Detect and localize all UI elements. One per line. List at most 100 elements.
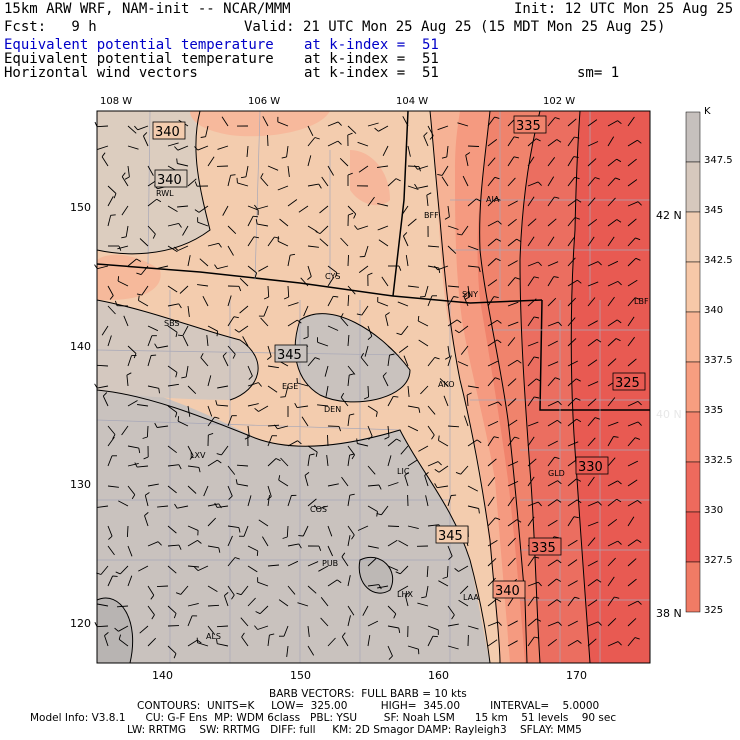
- wind-barb-flag: [434, 265, 439, 271]
- wind-barb: [399, 565, 409, 575]
- wind-barb: [627, 158, 637, 167]
- wind-barb-flag: [260, 173, 264, 178]
- wind-barb: [227, 525, 239, 529]
- wind-barb: [119, 565, 129, 575]
- wind-barb: [258, 519, 269, 527]
- wind-barb-flag: [496, 598, 502, 602]
- colorbar-label: 325: [704, 605, 723, 616]
- city-label: COS: [310, 505, 327, 514]
- colorbar-label: 330: [704, 505, 723, 516]
- wind-barb: [97, 505, 109, 508]
- wind-barb: [267, 385, 278, 393]
- wind-barb-flag: [637, 500, 642, 504]
- lon-label: 102 W: [543, 96, 575, 107]
- wind-barb: [407, 645, 419, 650]
- wind-barb: [147, 355, 152, 367]
- wind-barb: [127, 445, 139, 449]
- wind-barb: [222, 355, 229, 367]
- wind-barb: [358, 165, 369, 173]
- wind-barb: [387, 525, 400, 527]
- wind-barb: [267, 564, 280, 567]
- wind-barb: [187, 255, 191, 267]
- wind-barb: [527, 436, 535, 447]
- wind-barb: [467, 265, 479, 268]
- wind-barb: [567, 640, 578, 647]
- wind-barb: [96, 364, 109, 367]
- wind-barb: [507, 238, 517, 247]
- wind-barb-flag: [577, 640, 582, 644]
- wind-barb-flag: [138, 448, 141, 454]
- wind-barb: [287, 319, 298, 327]
- wind-barb: [458, 325, 469, 334]
- wind-barb: [283, 625, 289, 637]
- wind-barb: [207, 459, 218, 467]
- wind-barb: [627, 637, 636, 647]
- wind-barb: [567, 499, 578, 507]
- wind-barb: [382, 375, 389, 387]
- wind-barb: [267, 485, 272, 497]
- wind-barb-flag: [175, 372, 178, 378]
- wind-barb-flag: [382, 372, 387, 377]
- wind-barb: [417, 185, 429, 189]
- wind-barb: [441, 176, 449, 187]
- wind-barb: [487, 639, 498, 647]
- wind-barb: [205, 125, 209, 137]
- wind-barb: [307, 445, 318, 453]
- wind-barb: [439, 378, 449, 387]
- wind-barb: [147, 225, 156, 235]
- wind-barb: [347, 615, 351, 627]
- wind-barb: [407, 405, 419, 409]
- wind-barb-flag: [197, 639, 202, 644]
- wind-barb: [267, 365, 279, 369]
- wind-barb: [487, 360, 499, 367]
- wind-barb-flag: [231, 594, 235, 600]
- wind-barb: [241, 636, 249, 647]
- wind-barb: [527, 396, 535, 407]
- wind-barb-flag: [557, 321, 562, 327]
- wind-barb-flag: [388, 655, 393, 660]
- wind-barb: [298, 205, 309, 213]
- wind-barb: [447, 355, 452, 367]
- wind-barb: [487, 436, 495, 447]
- wind-barb-flag: [437, 173, 443, 176]
- wind-barb-flag: [177, 416, 180, 422]
- wind-barb: [237, 483, 249, 487]
- wind-barb: [123, 315, 129, 327]
- x-tick: 150: [290, 669, 311, 682]
- wind-barb: [240, 585, 249, 595]
- wind-barb: [527, 458, 537, 467]
- wind-barb: [437, 265, 449, 271]
- wind-barb: [107, 455, 113, 467]
- wind-barb-flag: [537, 501, 542, 507]
- wind-barb-flag: [615, 177, 621, 181]
- wind-barb: [487, 319, 498, 327]
- wind-barb: [167, 383, 179, 387]
- wind-barb: [327, 525, 333, 537]
- city-label: DEN: [324, 405, 341, 414]
- wind-barb: [527, 378, 537, 387]
- wind-barb: [587, 501, 599, 507]
- colorbar-label: 332.5: [704, 455, 733, 466]
- wind-barb: [167, 464, 179, 467]
- wind-barb: [117, 280, 129, 287]
- colorbar-label: 340: [704, 305, 723, 316]
- wind-barb: [286, 645, 289, 657]
- wind-barb-flag: [514, 277, 520, 280]
- wind-barb-flag: [255, 611, 261, 615]
- wind-barb: [527, 501, 539, 507]
- colorbar-swatch: [685, 161, 701, 213]
- wind-barb: [347, 254, 349, 267]
- wind-barb: [587, 638, 597, 647]
- contour-label: 340: [155, 125, 180, 140]
- wind-barb-flag: [347, 172, 353, 176]
- wind-barb: [141, 285, 149, 296]
- wind-barb: [607, 177, 616, 187]
- wind-barb-flag: [497, 220, 502, 225]
- wind-barb: [387, 178, 397, 187]
- wind-barb: [207, 242, 219, 247]
- wind-barb: [587, 218, 598, 227]
- wind-barb: [387, 645, 393, 657]
- wind-barb: [547, 117, 556, 127]
- wind-barb-flag: [478, 267, 481, 273]
- wind-barb-flag: [145, 492, 150, 496]
